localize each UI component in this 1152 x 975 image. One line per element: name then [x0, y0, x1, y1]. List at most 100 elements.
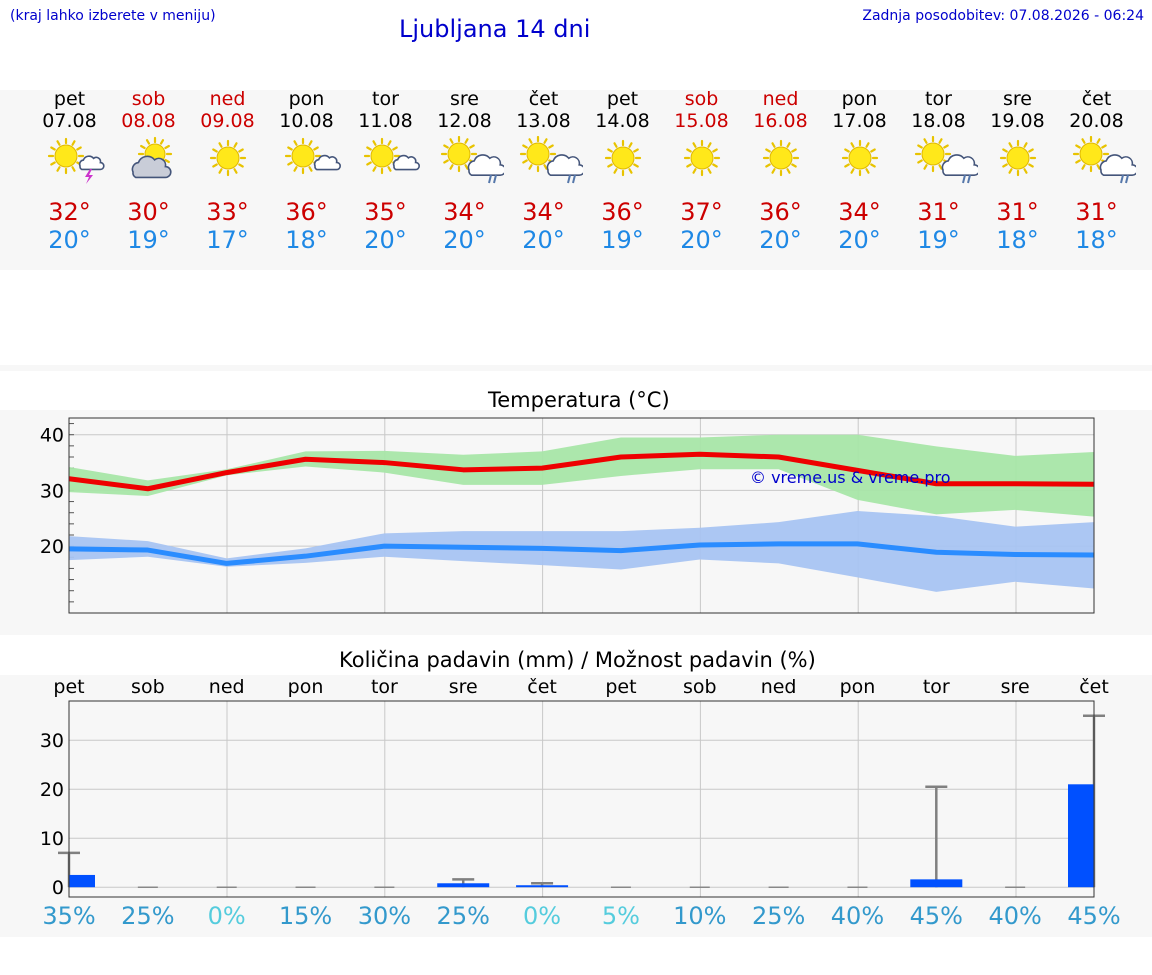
temp-max: 34°: [522, 198, 565, 226]
day-column: čet 13.08 34° 20°: [504, 88, 583, 254]
x-day-label: čet: [1079, 676, 1109, 698]
precip-probability: 25%: [121, 902, 175, 930]
y-tick-label: 0: [52, 877, 64, 899]
sun-small-cloud-icon: [363, 137, 420, 175]
day-name: pon: [288, 88, 325, 110]
temp-max: 35°: [364, 198, 407, 226]
x-day-label: sob: [683, 676, 717, 698]
y-tick-label: 30: [40, 480, 64, 502]
temp-max: 36°: [601, 198, 644, 226]
precip-probability: 0%: [523, 902, 562, 930]
temp-min: 20°: [48, 226, 91, 254]
watermark: © vreme.us & vreme.pro: [750, 468, 951, 487]
temp-min: 17°: [206, 226, 249, 254]
sun-icon: [604, 139, 642, 177]
temp-min: 18°: [1075, 226, 1118, 254]
precip-probability: 10%: [673, 902, 727, 930]
temperature-chart: 20 30 40 © vreme.us & vreme.pro: [40, 417, 1095, 614]
day-date: 08.08: [121, 110, 176, 132]
precip-probability: 0%: [207, 902, 246, 930]
day-name: pet: [53, 88, 86, 110]
sun-rain-icon: [1072, 136, 1136, 184]
temp-max: 34°: [838, 198, 881, 226]
temp-min: 20°: [443, 226, 486, 254]
y-tick-label: 20: [40, 779, 64, 801]
x-day-label: sre: [1001, 676, 1030, 698]
day-column: sre 12.08 34° 20°: [425, 88, 504, 254]
temp-chart-title: Temperatura (°C): [488, 388, 670, 412]
temp-max: 36°: [285, 198, 328, 226]
precip-probability: 40%: [988, 902, 1042, 930]
temp-max: 31°: [917, 198, 960, 226]
day-name: čet: [1081, 88, 1112, 110]
day-date: 14.08: [595, 110, 650, 132]
x-day-label: ned: [209, 676, 245, 698]
x-day-label: čet: [527, 676, 557, 698]
day-name: pet: [606, 88, 639, 110]
temp-min: 20°: [364, 226, 407, 254]
forecast-band: [0, 90, 1152, 270]
temp-min: 19°: [601, 226, 644, 254]
sun-rain-icon: [519, 136, 583, 184]
day-name: sre: [450, 88, 479, 110]
sun-icon: [762, 139, 800, 177]
location-hint[interactable]: (kraj lahko izberete v meniju): [10, 8, 216, 24]
precipitation-chart: 0 10 20 30 pet sob ned pon tor sre čet pet sob ned pon…: [40, 676, 1109, 899]
precip-probability: 25%: [436, 902, 490, 930]
day-date: 10.08: [279, 110, 334, 132]
precip-probability-row: 35% 25% 0% 15% 30% 25% 0% 5% 10% 25% 40% 45% 40% 45%: [0, 902, 1152, 936]
precip-bar: [69, 874, 95, 888]
precip-probability: 15%: [278, 902, 333, 930]
x-day-label: tor: [371, 676, 398, 698]
temp-min: 20°: [522, 226, 565, 254]
forecast-days: pet 07.08 32° 20° sob 08.08 30° 19° ned 09.08 33° 1…: [0, 88, 1152, 254]
day-column: tor 11.08 35° 20°: [346, 88, 425, 254]
day-name: sob: [684, 88, 719, 110]
day-name: ned: [209, 88, 246, 110]
temp-min: 20°: [680, 226, 723, 254]
x-day-label: tor: [923, 676, 950, 698]
temp-max: 34°: [443, 198, 486, 226]
temp-min: 18°: [996, 226, 1039, 254]
sun-icon: [683, 139, 721, 177]
precip-bar: [437, 883, 490, 888]
temp-min: 18°: [285, 226, 328, 254]
day-name: tor: [372, 88, 399, 110]
day-date: 13.08: [516, 110, 571, 132]
day-column: pet 14.08 36° 19°: [583, 88, 662, 254]
max-temp-range-band: [69, 434, 1094, 517]
day-date: 15.08: [674, 110, 729, 132]
day-name: pon: [841, 88, 878, 110]
x-day-label: pon: [840, 676, 876, 698]
day-date: 07.08: [42, 110, 97, 132]
day-name: sre: [1003, 88, 1032, 110]
precip-probability: 30%: [357, 902, 412, 930]
day-column: tor 18.08 31° 19°: [899, 88, 978, 254]
precip-bar: [910, 879, 963, 888]
x-day-label: ned: [761, 676, 797, 698]
x-day-label: sre: [449, 676, 478, 698]
temp-plot-frame: [68, 417, 1095, 614]
day-column: ned 16.08 36° 20°: [741, 88, 820, 254]
sun-cloud-icon: [131, 136, 173, 179]
precip-chart-title: Količina padavin (mm) / Možnost padavin …: [339, 648, 816, 672]
x-day-label: pon: [288, 676, 324, 698]
precip-plot-area: [69, 701, 1094, 897]
x-day-label: pet: [605, 676, 636, 698]
day-name: ned: [762, 88, 799, 110]
separator-band: [0, 365, 1152, 371]
day-column: pet 07.08 32° 20°: [30, 88, 109, 254]
day-date: 18.08: [911, 110, 966, 132]
precip-bar: [1068, 784, 1094, 888]
precip-plot-frame: [68, 700, 1095, 898]
temp-max: 37°: [680, 198, 723, 226]
precip-probability: 45%: [1067, 902, 1121, 930]
sun-thunder-icon: [47, 137, 105, 184]
temp-min: 19°: [127, 226, 170, 254]
day-column: sob 08.08 30° 19°: [109, 88, 188, 254]
day-column: pon 17.08 34° 20°: [820, 88, 899, 254]
y-tick-label: 10: [40, 828, 64, 850]
precip-probability: 40%: [830, 902, 885, 930]
precip-bar: [516, 885, 569, 888]
temp-min: 20°: [838, 226, 881, 254]
